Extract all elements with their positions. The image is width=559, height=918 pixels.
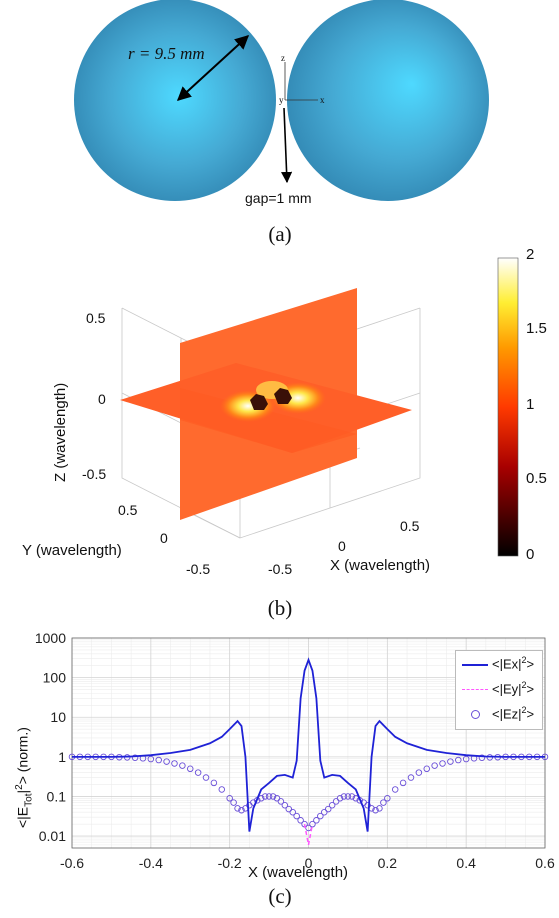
- legend-ex-end: >: [527, 656, 535, 671]
- ez-point: [392, 787, 398, 793]
- ylabel-sub: Tot: [23, 794, 34, 807]
- caption-b: (b): [250, 596, 310, 621]
- z-axis-label: Z (wavelength): [52, 383, 69, 482]
- colorbar-tick-0: 2: [526, 246, 534, 263]
- colorbar-tick-2: 1: [526, 396, 534, 413]
- legend-text-ey: <|Ey|2>: [492, 680, 534, 696]
- panel-c: 1000 100 10 1 0.1 0.01 -0.6 -0.4 -0.2 0 0.2 0.4 0.6 …: [0, 628, 559, 918]
- ez-point: [333, 799, 339, 805]
- legend-ez-main: <|Ez|: [492, 706, 522, 721]
- y-tick-1: 0: [160, 530, 168, 546]
- legend-entry-ex: <|Ex|2>: [456, 655, 542, 677]
- ez-point: [219, 787, 225, 793]
- x-tick-label: 0.2: [378, 855, 398, 871]
- panel-b: Z (wavelength) 0.5 0 -0.5 Y (wavelength)…: [0, 248, 559, 608]
- legend-swatch-ez: [471, 710, 480, 719]
- ylabel-sup: 2: [14, 784, 25, 790]
- ylabel-main: <|E: [15, 807, 31, 828]
- caption-a: (a): [250, 222, 310, 247]
- y-tick-label: 0.1: [47, 788, 67, 804]
- panel-a: r = 9.5 mm z y x gap=1 mm (a): [0, 0, 559, 250]
- gap-arrow: [284, 108, 287, 182]
- ez-point: [211, 780, 217, 786]
- x-tick-label: -0.2: [218, 855, 242, 871]
- y-tick-label: 100: [43, 670, 67, 686]
- legend-swatch-ey: [462, 689, 488, 690]
- right-sphere: [287, 0, 489, 201]
- ez-point: [164, 759, 170, 765]
- colorbar: [498, 258, 518, 556]
- ylabel-end: > (norm.): [15, 727, 31, 784]
- z-tick-0: 0.5: [86, 310, 105, 326]
- ylabel-rest: |: [15, 790, 31, 794]
- y-tick-2: -0.5: [186, 561, 210, 577]
- colorbar-tick-3: 0.5: [526, 470, 547, 487]
- x-tick-0: -0.5: [268, 561, 292, 577]
- ez-point: [156, 757, 162, 763]
- left-sphere: [74, 0, 276, 201]
- legend-swatch-ex: [462, 664, 488, 666]
- axis-x-label: x: [320, 95, 325, 105]
- legend: <|Ex|2> <|Ey|2> <|Ez|2>: [455, 650, 543, 730]
- ez-point: [455, 757, 461, 763]
- y-tick-label: 10: [50, 709, 66, 725]
- colorbar-tick-4: 0: [526, 546, 534, 563]
- axis-y-label: y: [279, 95, 284, 105]
- legend-text-ez: <|Ez|2>: [492, 705, 534, 721]
- legend-text-ex: <|Ex|2>: [492, 655, 534, 671]
- legend-entry-ey: <|Ey|2>: [456, 680, 542, 702]
- legend-ey-end: >: [527, 681, 535, 696]
- caption-c: (c): [250, 884, 310, 909]
- y-tick-label: 1: [58, 749, 66, 765]
- y-axis-label-c: <|ETot|2> (norm.): [14, 727, 34, 828]
- y-axis-label: Y (wavelength): [22, 542, 122, 559]
- legend-entry-ez: <|Ez|2>: [456, 705, 542, 727]
- x-axis-label: X (wavelength): [330, 557, 430, 574]
- x-tick-2: 0.5: [400, 518, 419, 534]
- y-tick-label: 1000: [35, 630, 66, 646]
- z-tick-2: -0.5: [82, 466, 106, 482]
- colorbar-tick-1: 1.5: [526, 320, 547, 337]
- x-tick-label: 0.6: [535, 855, 555, 871]
- x-axis-label-c: X (wavelength): [248, 864, 348, 881]
- x-tick-label: -0.4: [139, 855, 163, 871]
- legend-ey-main: <|Ey|: [492, 681, 522, 696]
- legend-ez-end: >: [527, 706, 535, 721]
- y-tick-0: 0.5: [118, 502, 137, 518]
- ez-point: [400, 780, 406, 786]
- radius-label: r = 9.5 mm: [128, 44, 205, 64]
- panel-a-figure: [0, 0, 559, 250]
- gap-label: gap=1 mm: [245, 190, 312, 206]
- x-tick-label: 0.4: [456, 855, 476, 871]
- axis-z-label: z: [281, 53, 285, 63]
- ez-point: [448, 759, 454, 765]
- x-tick-1: 0: [338, 538, 346, 554]
- legend-ex-main: <|Ex|: [492, 656, 522, 671]
- x-tick-label: -0.6: [60, 855, 84, 871]
- y-tick-label: 0.01: [39, 828, 66, 844]
- z-tick-1: 0: [98, 391, 106, 407]
